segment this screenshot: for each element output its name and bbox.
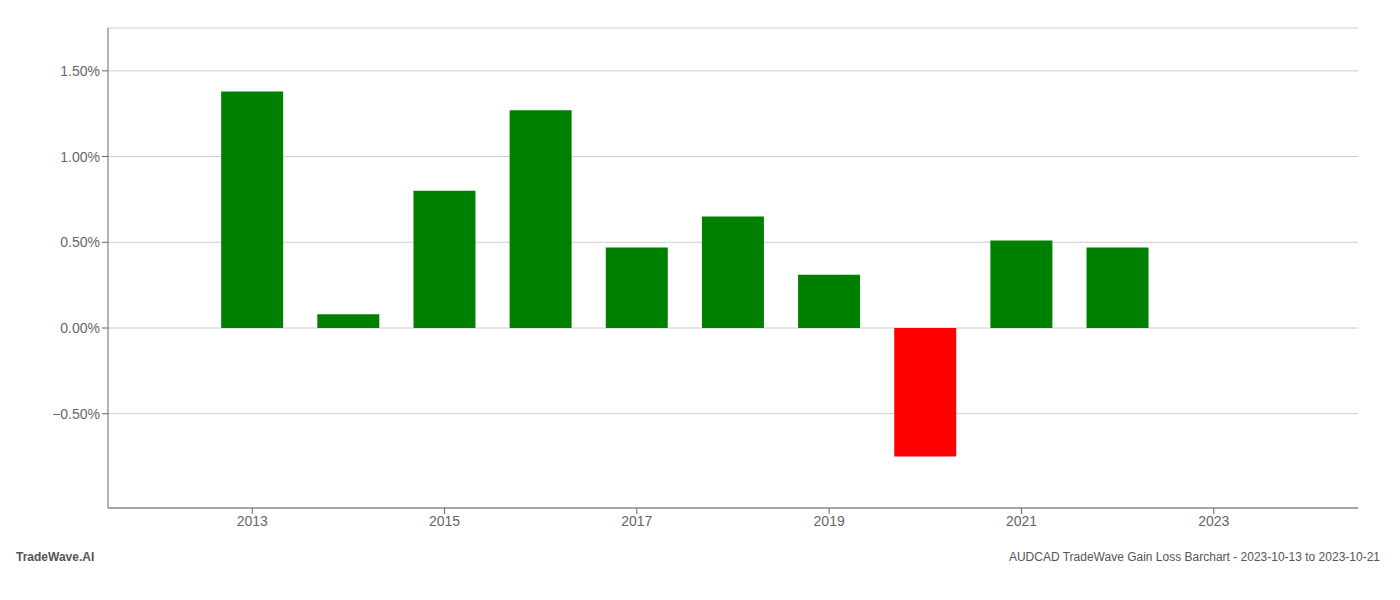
svg-text:2013: 2013: [237, 513, 268, 529]
svg-text:2023: 2023: [1198, 513, 1229, 529]
svg-text:2015: 2015: [429, 513, 460, 529]
svg-text:1.50%: 1.50%: [60, 63, 100, 79]
svg-text:0.00%: 0.00%: [60, 320, 100, 336]
svg-text:1.00%: 1.00%: [60, 149, 100, 165]
html-text:TradeWave.AI: TradeWave.AI: [16, 550, 95, 564]
svg-text:2017: 2017: [621, 513, 652, 529]
html-text:AUDCAD TradeWave Gain Loss Bar: AUDCAD TradeWave Gain Loss Barchart - 20…: [1008, 550, 1380, 564]
svg-text:2021: 2021: [1006, 513, 1037, 529]
svg-text:2019: 2019: [814, 513, 845, 529]
svg-text:−0.50%: −0.50%: [52, 406, 100, 422]
svg-text:0.50%: 0.50%: [60, 234, 100, 250]
